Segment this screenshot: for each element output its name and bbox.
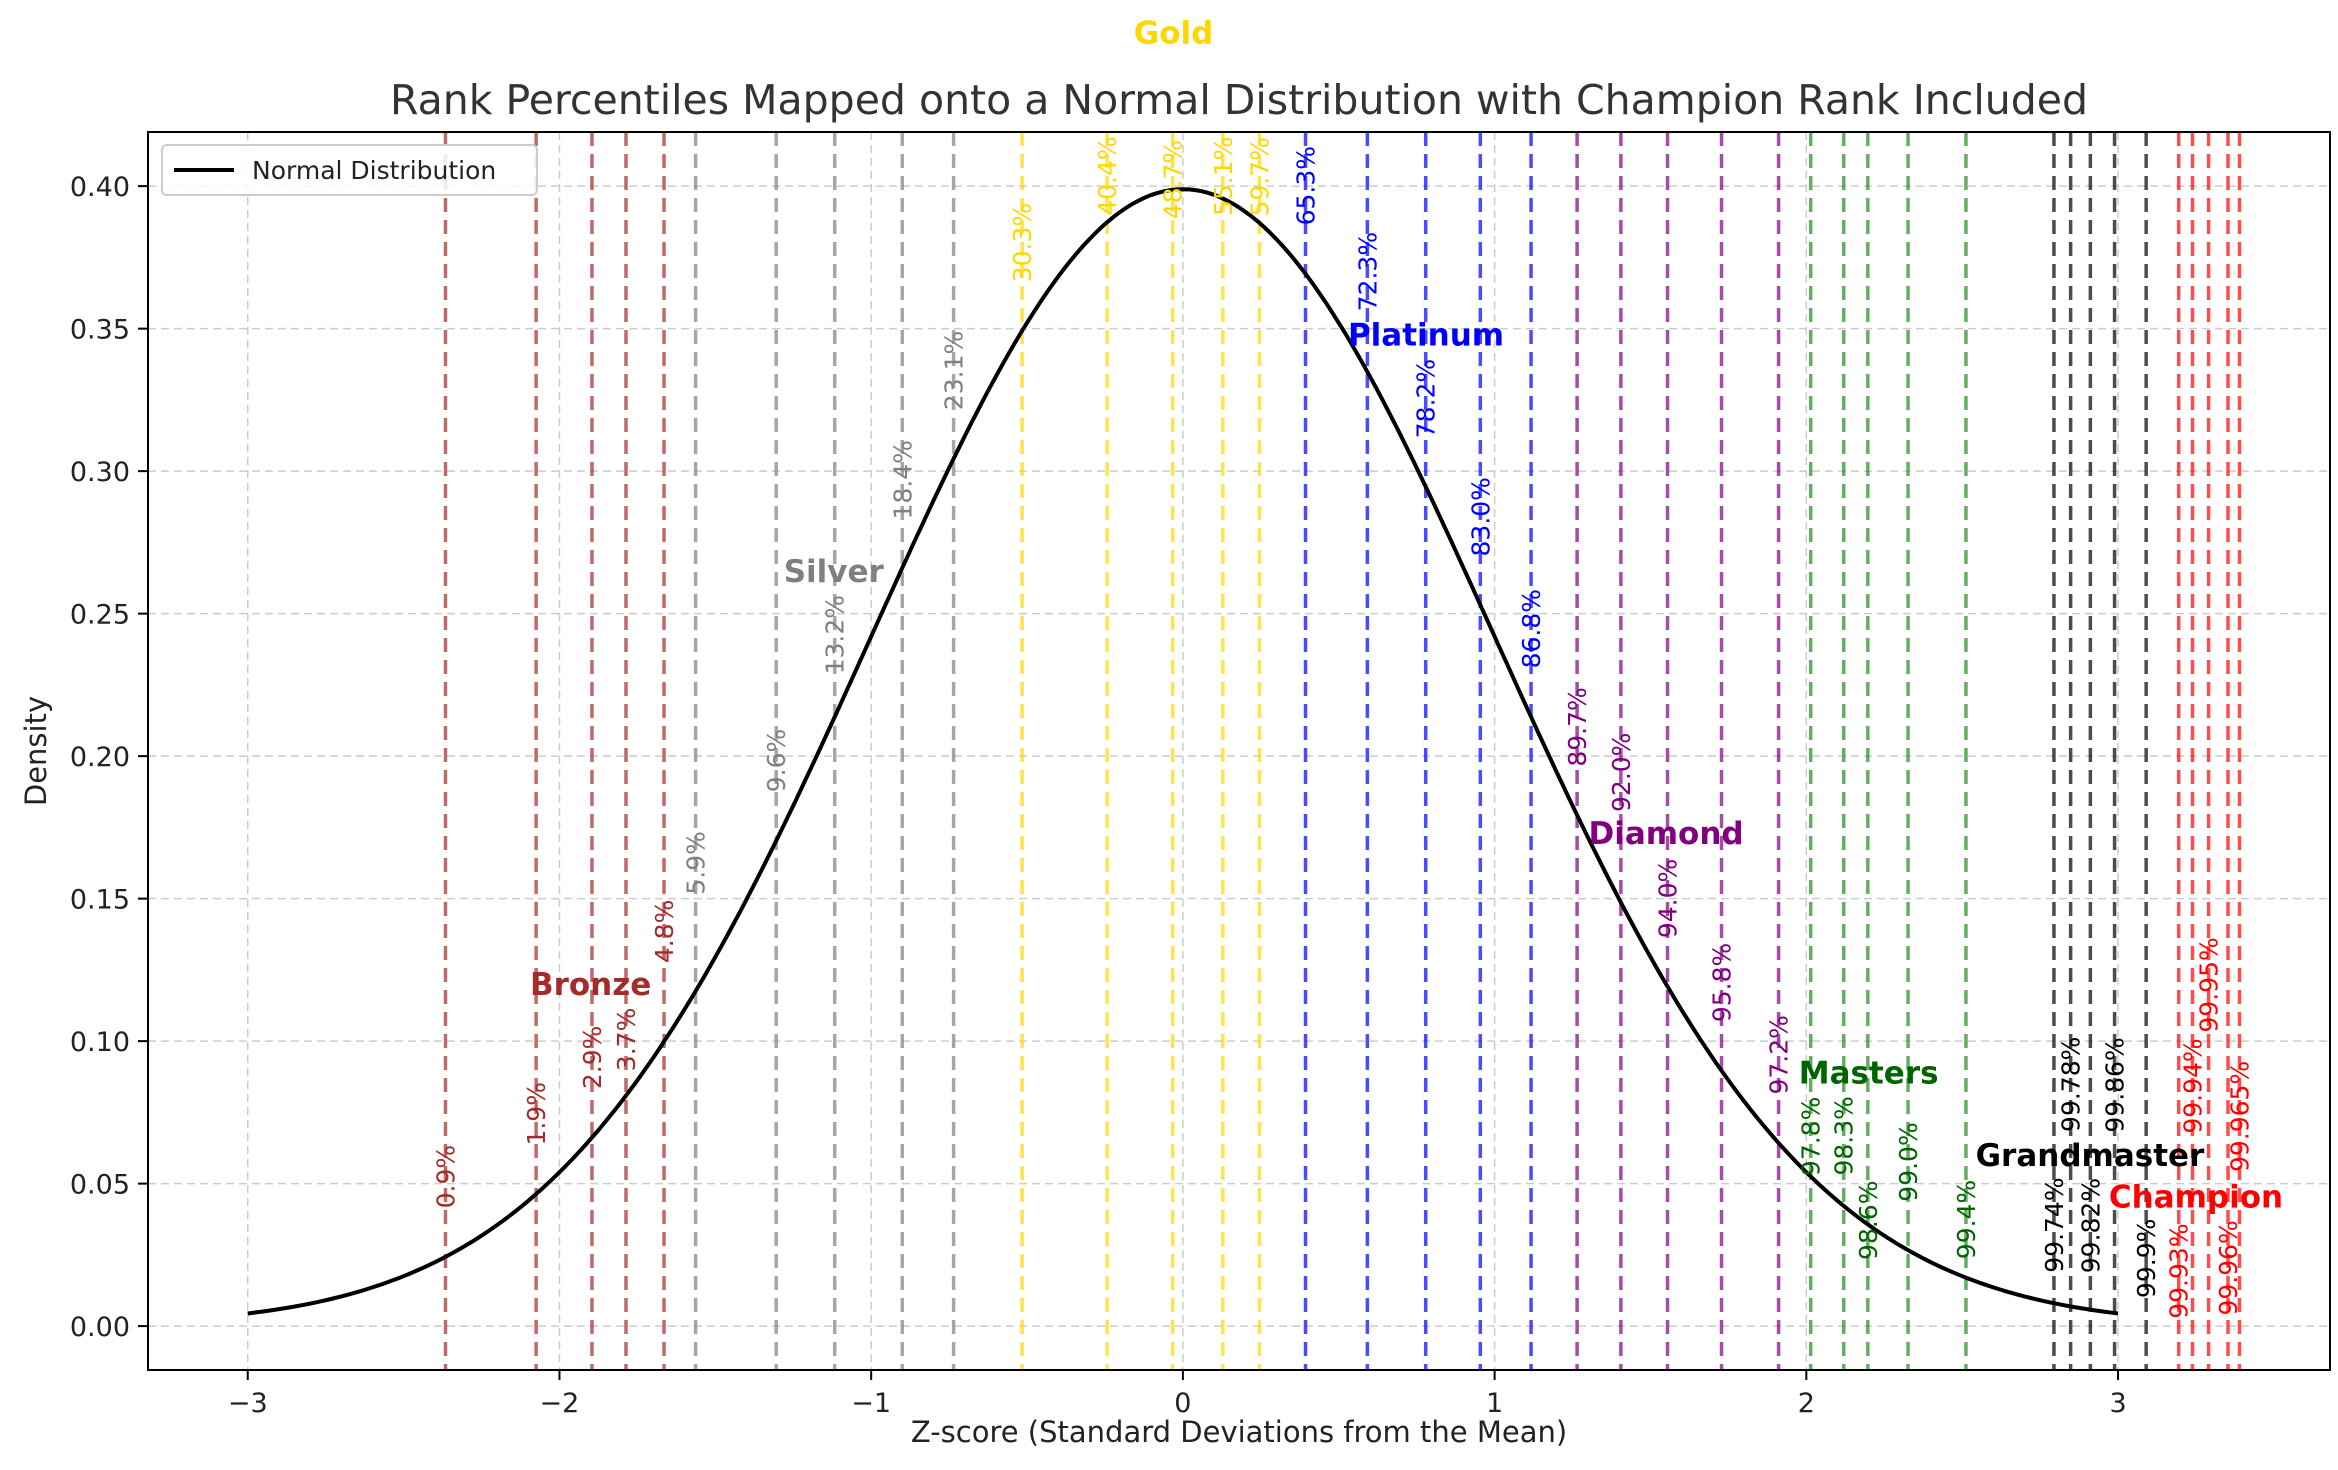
percentile-label-silver: 9.6% — [762, 729, 791, 793]
percentile-label-grandmaster: 99.9% — [2132, 1219, 2161, 1298]
percentile-label-platinum: 86.8% — [1517, 589, 1546, 668]
plot-frame — [147, 131, 2331, 1371]
rank-label-silver: Silver — [784, 554, 885, 590]
x-tick-label: −3 — [228, 1388, 268, 1419]
rank-label-diamond: Diamond — [1588, 816, 1743, 852]
percentile-label-platinum: 83.0% — [1466, 477, 1495, 556]
percentile-label-bronze: 2.9% — [578, 1026, 607, 1090]
percentile-label-bronze: 1.9% — [522, 1082, 551, 1146]
legend-label-normal-distribution: Normal Distribution — [252, 156, 496, 185]
x-tick-label: −2 — [540, 1388, 580, 1419]
x-tick-label: 1 — [1486, 1388, 1503, 1419]
percentile-label-silver: 13.2% — [821, 595, 850, 674]
y-tick-label: 0.10 — [70, 1027, 130, 1058]
percentile-label-gold: 59.7% — [1245, 137, 1274, 216]
rank-lines — [443, 132, 2242, 1370]
percentile-label-masters: 99.0% — [1894, 1122, 1923, 1201]
x-tick-label: −1 — [851, 1388, 891, 1419]
percentile-label-diamond: 89.7% — [1563, 687, 1592, 766]
percentile-label-champion: 99.93% — [2165, 1223, 2194, 1318]
y-tick-label: 0.35 — [70, 315, 130, 346]
percentile-label-bronze: 0.9% — [431, 1145, 460, 1209]
x-tick-label: 0 — [1174, 1388, 1191, 1419]
y-tick-label: 0.05 — [70, 1170, 130, 1201]
percentile-label-silver: 5.9% — [682, 831, 711, 895]
series-line-normal-distribution — [247, 187, 2119, 1316]
percentile-label-grandmaster: 99.74% — [2040, 1177, 2069, 1272]
legend-box — [161, 144, 538, 196]
rank-label-masters: Masters — [1799, 1055, 1939, 1091]
rank-labels: Bronze Silver Gold Platinum Diamond Masters Gr… — [530, 15, 2283, 1215]
percentile-label-masters: 99.4% — [1952, 1180, 1981, 1259]
percentile-label-platinum: 72.3% — [1353, 232, 1382, 311]
percentile-label-bronze: 3.7% — [612, 1008, 641, 1072]
y-tick-label: 0.25 — [70, 600, 130, 631]
x-tick-label: 3 — [2109, 1388, 2126, 1419]
grid — [148, 132, 2330, 1370]
rank-label-gold: Gold — [1134, 15, 1214, 51]
y-tick-label: 0.20 — [70, 742, 130, 773]
legend: Normal Distribution — [161, 144, 538, 196]
percentile-label-champion: 99.95% — [2195, 937, 2224, 1032]
percentile-label-masters: 98.3% — [1830, 1096, 1859, 1175]
percentile-label-masters: 97.8% — [1797, 1097, 1826, 1176]
percentile-label-platinum: 65.3% — [1292, 146, 1321, 225]
percentile-label-diamond: 97.2% — [1765, 1015, 1794, 1094]
x-axis-label: Z-score (Standard Deviations from the Me… — [911, 1415, 1567, 1449]
percentile-label-gold: 40.4% — [1093, 136, 1122, 215]
percentile-label-diamond: 94.0% — [1654, 859, 1683, 938]
percentile-label-silver: 18.4% — [888, 440, 917, 519]
percentile-label-gold: 48.7% — [1159, 140, 1188, 219]
percentile-label-diamond: 92.0% — [1607, 733, 1636, 812]
percentile-label-bronze: 4.8% — [650, 900, 679, 964]
y-tick-label: 0.00 — [70, 1312, 130, 1343]
chart-title: Rank Percentiles Mapped onto a Normal Di… — [390, 76, 2088, 124]
y-tick-label: 0.15 — [70, 885, 130, 916]
percentile-label-grandmaster: 99.86% — [2101, 1037, 2130, 1132]
rank-label-bronze: Bronze — [530, 967, 651, 1003]
percentile-label-grandmaster: 99.82% — [2076, 1178, 2105, 1273]
rank-label-champion: Champion — [2109, 1180, 2283, 1216]
percentile-label-gold: 55.1% — [1209, 137, 1238, 216]
axis-ticks: −3 −2 −1 0 1 2 3 0.00 0.05 0.10 0.15 0.20 0.25 0.30 0.… — [70, 172, 2127, 1419]
percentile-label-masters: 98.6% — [1854, 1181, 1883, 1260]
percentile-label-champion: 99.96% — [2214, 1220, 2243, 1315]
y-tick-label: 0.30 — [70, 457, 130, 488]
rank-label-grandmaster: Grandmaster — [1976, 1138, 2205, 1174]
percentile-label-platinum: 78.2% — [1412, 359, 1441, 438]
y-axis-label: Density — [19, 696, 53, 806]
rank-label-platinum: Platinum — [1348, 317, 1504, 353]
percentile-label-champion: 99.94% — [2178, 1038, 2207, 1133]
percentile-labels: 0.9% 1.9% 2.9% 3.7% 4.8%5.9% 9.6% 13.2% 18.4% 23… — [431, 136, 2254, 1318]
percentile-label-champion: 99.965% — [2225, 1061, 2254, 1172]
percentile-label-diamond: 95.8% — [1708, 943, 1737, 1022]
y-tick-label: 0.40 — [70, 172, 130, 203]
percentile-label-silver: 23.1% — [940, 331, 969, 410]
percentile-label-grandmaster: 99.78% — [2057, 1037, 2086, 1132]
x-tick-label: 2 — [1798, 1388, 1815, 1419]
percentile-label-gold: 30.3% — [1008, 203, 1037, 282]
